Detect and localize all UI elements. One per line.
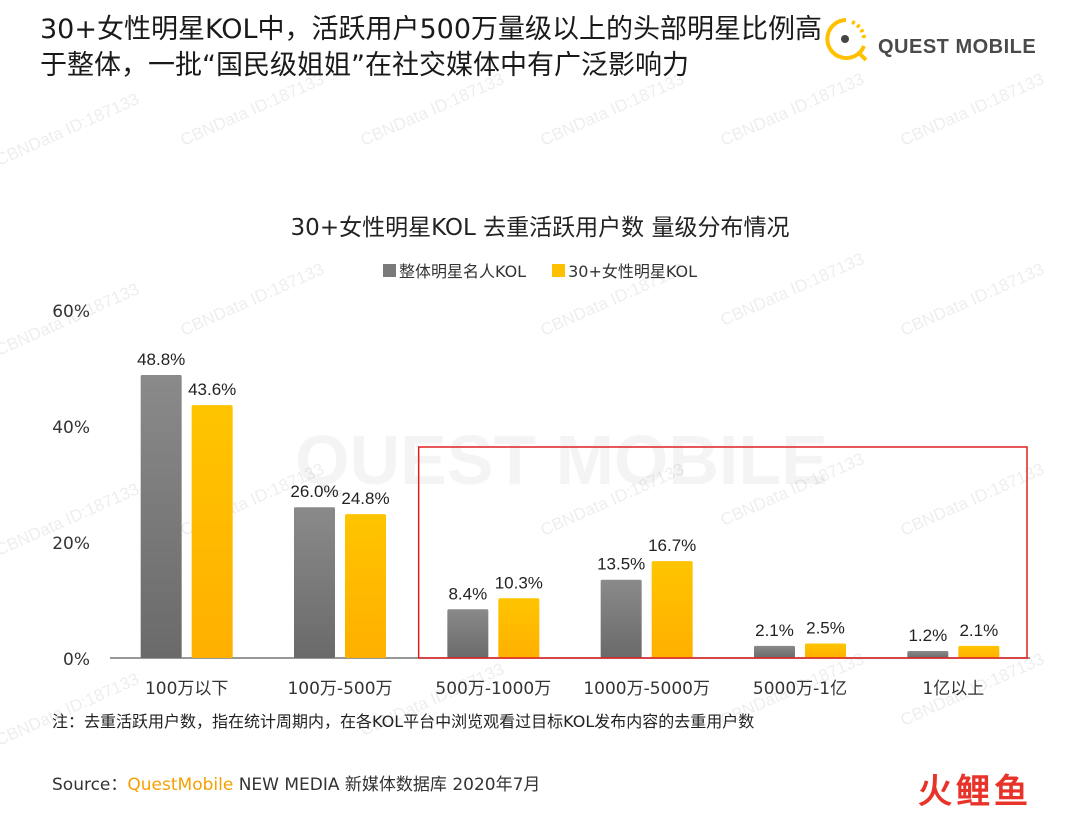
x-tick-label: 1000万-5000万 [583, 679, 710, 699]
data-label: 13.5% [597, 555, 645, 574]
chart-title: 30+女性明星KOL 去重活跃用户数 量级分布情况 [290, 215, 790, 241]
x-tick-label: 100万以下 [145, 679, 228, 699]
source-prefix: Source： [52, 775, 128, 795]
chart-note: 注：去重活跃用户数，指在统计周期内，在各KOL平台中浏览观看过目标KOL发布内容… [52, 712, 755, 731]
data-label: 24.8% [341, 489, 389, 508]
bar-overall [140, 374, 182, 658]
source-brand: QuestMobile [127, 775, 234, 795]
y-tick-label: 40% [52, 418, 90, 438]
bar-female-30plus [805, 643, 846, 658]
x-tick-label: 5000万-1亿 [753, 679, 847, 699]
quest-mobile-logo: QUEST MOBILE [818, 14, 1058, 64]
highlight-box [417, 446, 1028, 659]
data-label: 43.6% [188, 380, 236, 399]
bar-female-30plus [958, 645, 1000, 658]
legend-swatch-series-2 [552, 263, 566, 277]
bar-female-30plus [345, 514, 386, 658]
legend-label-series-1: 整体明星名人KOL [398, 262, 527, 281]
quest-mobile-logo-icon [825, 18, 868, 62]
headline-line-2: 于整体，一批“国民级姐姐”在社交媒体中有广泛影响力 [40, 50, 689, 81]
bar-overall [754, 645, 795, 658]
bar-overall [447, 609, 489, 658]
source-rest: NEW MEDIA 新媒体数据库 2020年7月 [233, 775, 541, 795]
data-label: 26.0% [290, 482, 338, 501]
big-watermark: QUEST MOBILE [295, 421, 828, 499]
x-tick-label: 1亿以上 [922, 679, 984, 699]
brand-mark-char-3: 鱼 [994, 772, 1032, 812]
legend-label-series-2: 30+女性明星KOL [568, 262, 698, 281]
data-label: 2.1% [959, 621, 998, 640]
data-label: 8.4% [448, 584, 487, 603]
source-line: Source：QuestMobile NEW MEDIA 新媒体数据库 2020… [52, 770, 540, 795]
data-label: 10.3% [495, 573, 543, 592]
data-label: 2.1% [755, 621, 794, 640]
site-brand-mark: 火鲤鱼 [918, 764, 1032, 813]
bar-female-30plus [651, 561, 693, 658]
y-tick-label: 20% [52, 534, 90, 554]
headline-line-1: 30+女性明星KOL中，活跃用户500万量级以上的头部明星比例高 [40, 14, 823, 45]
data-label: 48.8% [137, 350, 185, 369]
bar-female-30plus [191, 405, 233, 658]
y-tick-label: 60% [52, 302, 90, 322]
x-tick-label: 500万-1000万 [435, 679, 551, 699]
data-label: 2.5% [806, 619, 845, 638]
bar-overall [907, 651, 949, 658]
x-tick-label: 100万-500万 [287, 679, 392, 699]
page-title: 30+女性明星KOL中，活跃用户500万量级以上的头部明星比例高 于整体，一批“… [40, 12, 830, 84]
bar-overall [294, 507, 335, 658]
y-tick-label: 0% [63, 650, 90, 670]
brand-mark-char-2: 鲤 [956, 772, 994, 812]
bar-overall [600, 579, 642, 658]
data-label: 1.2% [908, 626, 947, 645]
data-label: 16.7% [648, 536, 696, 555]
legend-swatch-series-1 [382, 263, 396, 277]
chart-legend: 整体明星名人KOL 30+女性明星KOL [0, 258, 1080, 282]
bar-female-30plus [498, 598, 540, 658]
brand-mark-char-1: 火 [918, 772, 956, 812]
legend-item-series-1: 整体明星名人KOL [382, 258, 527, 282]
logo-text: QUEST MOBILE [878, 36, 1037, 58]
legend-item-series-2: 30+女性明星KOL [552, 258, 697, 282]
